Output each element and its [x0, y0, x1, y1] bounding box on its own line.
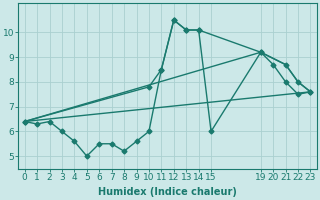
- X-axis label: Humidex (Indice chaleur): Humidex (Indice chaleur): [98, 187, 237, 197]
